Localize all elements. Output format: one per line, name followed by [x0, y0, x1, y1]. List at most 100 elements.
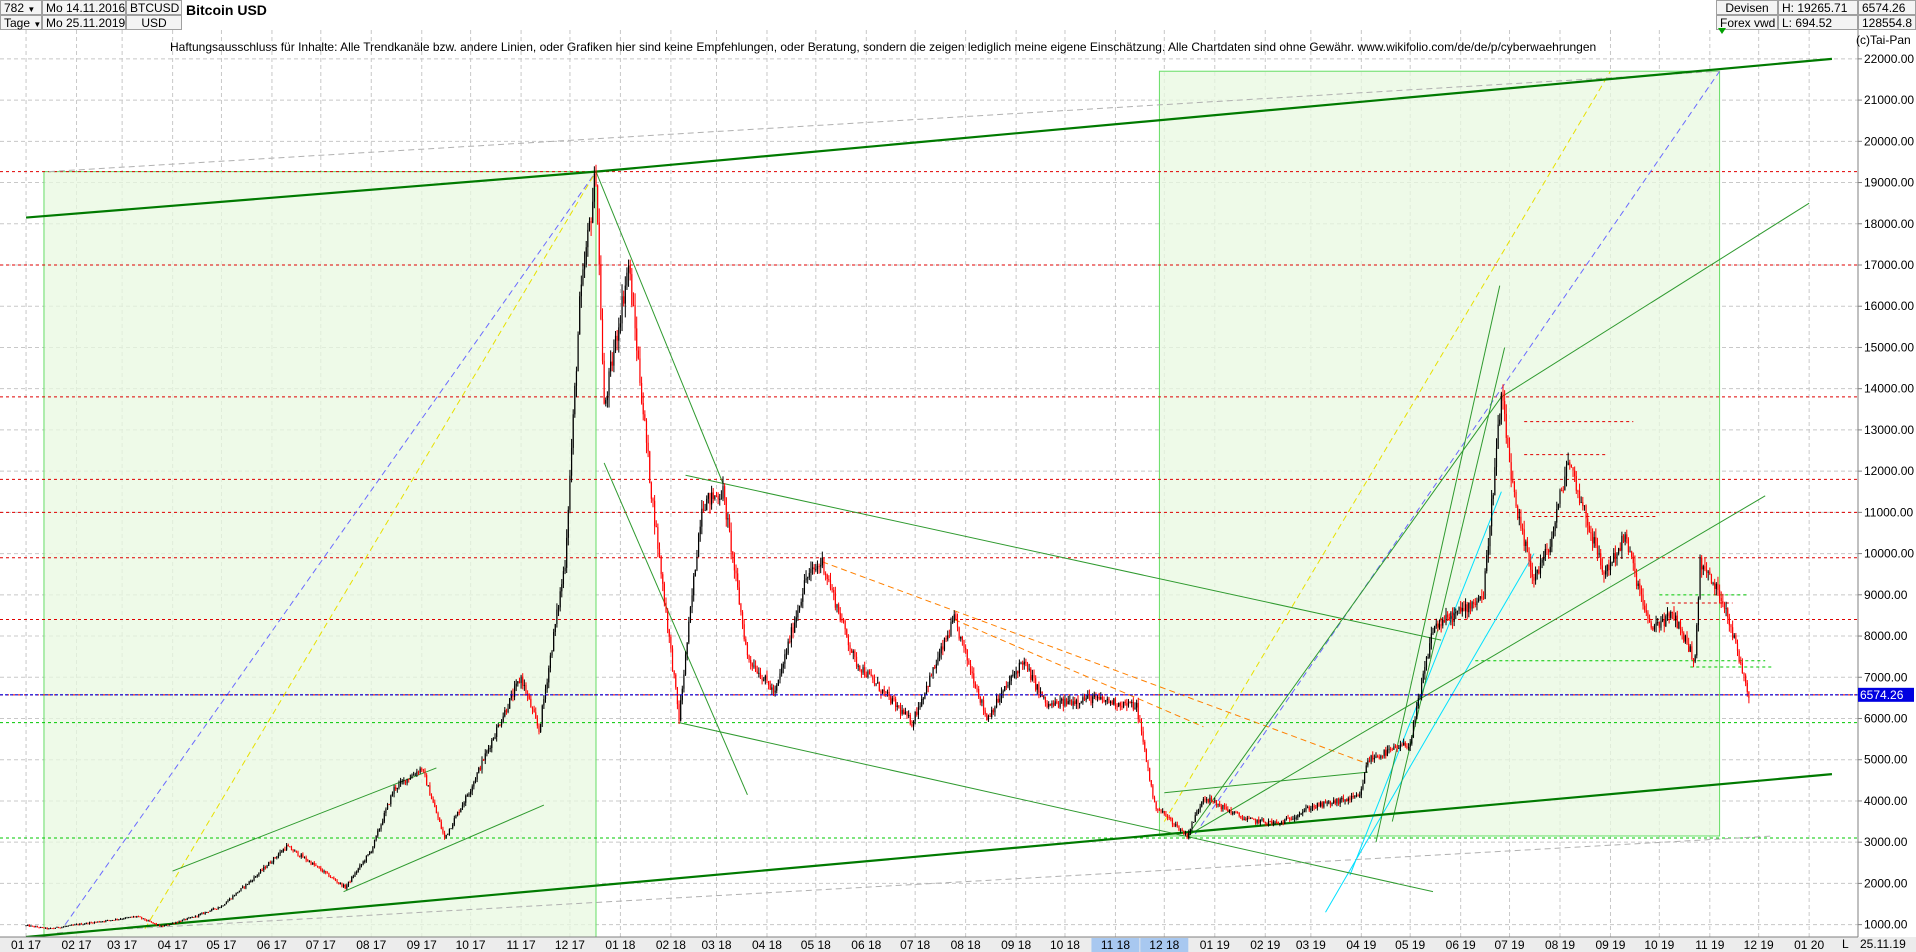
- candle-body: [40, 927, 42, 929]
- candle-body: [227, 900, 229, 903]
- candle-body: [766, 675, 768, 681]
- candle-body: [308, 861, 310, 863]
- candle-body: [1313, 805, 1315, 808]
- candle-body: [1518, 516, 1520, 519]
- candle-body: [1230, 809, 1232, 814]
- candle-body: [808, 572, 810, 578]
- candle-body: [1069, 700, 1071, 702]
- candle-body: [1010, 675, 1012, 682]
- candle-body: [1676, 615, 1678, 629]
- candle-body: [434, 802, 436, 807]
- candle-body: [1482, 598, 1485, 600]
- date-from-field[interactable]: Mo 14.11.2016: [42, 0, 126, 15]
- highlight-boxes: [43, 70, 1721, 938]
- period-count-select[interactable]: 782 ▼: [0, 0, 42, 15]
- candle-body: [737, 573, 739, 588]
- candle-body: [276, 856, 278, 858]
- candle-body: [204, 912, 206, 914]
- candle-body: [868, 671, 871, 675]
- candle-body: [1311, 805, 1314, 809]
- candle-body: [1504, 400, 1506, 414]
- candle-body: [95, 922, 97, 924]
- diagonal-guide-cyan: [1349, 491, 1502, 876]
- candle-body: [1429, 643, 1431, 657]
- candle-body: [409, 777, 411, 780]
- date-to-field[interactable]: Mo 25.11.2019: [42, 15, 126, 30]
- candle-body: [895, 698, 897, 707]
- candle-body: [1412, 722, 1415, 737]
- candle-body: [961, 636, 963, 640]
- candle-body: [1609, 562, 1612, 571]
- x-tick-label: 10 19: [1644, 938, 1674, 952]
- scale-toggle-button[interactable]: L: [1842, 937, 1849, 951]
- candle-body: [1370, 755, 1372, 762]
- x-tick-label: 08 18: [951, 938, 981, 952]
- candle-body: [1228, 809, 1231, 812]
- candle-body: [1149, 767, 1151, 781]
- candle-body: [981, 700, 983, 703]
- candle-body: [115, 919, 117, 921]
- candle-body: [297, 851, 299, 856]
- candle-body: [883, 689, 885, 692]
- candle-body: [712, 492, 714, 499]
- diagonal-guide-orange: [822, 561, 1369, 765]
- candle-body: [1712, 582, 1714, 584]
- candle-body: [536, 718, 538, 726]
- candle-body: [461, 805, 464, 809]
- candle-body: [1132, 701, 1134, 710]
- candle-body: [828, 578, 830, 581]
- candle-body: [642, 402, 644, 415]
- candle-body: [1056, 701, 1058, 703]
- candle-body: [453, 818, 455, 825]
- candle-body: [373, 839, 376, 847]
- candle-body: [1302, 811, 1304, 814]
- candle-body: [922, 698, 924, 700]
- candle-body: [1223, 804, 1226, 807]
- candle-body: [217, 907, 219, 909]
- candle-body: [1437, 623, 1439, 628]
- candle-body: [1219, 803, 1221, 807]
- candlestick-series: [25, 164, 1750, 930]
- candle-body: [1425, 656, 1428, 667]
- candle-body: [1715, 583, 1717, 589]
- candle-body: [650, 482, 652, 499]
- candle-body: [781, 667, 783, 674]
- candle-body: [968, 660, 970, 665]
- candle-body: [665, 602, 667, 613]
- candle-body: [74, 924, 76, 926]
- x-tick-label: 05 19: [1395, 938, 1425, 952]
- candle-body: [496, 727, 498, 738]
- candle-body: [862, 667, 864, 673]
- candle-body: [1049, 704, 1051, 706]
- candle-body: [611, 361, 613, 366]
- symbol-field[interactable]: BTCUSD: [126, 0, 182, 15]
- candle-body: [1520, 516, 1522, 529]
- y-tick-label: 17000.00: [1864, 258, 1914, 272]
- candle-body: [302, 854, 304, 858]
- candle-body: [1077, 699, 1079, 704]
- high-value: H: 19265.71: [1778, 0, 1858, 15]
- candle-body: [75, 924, 78, 926]
- candle-body: [816, 566, 819, 570]
- candle-body: [1248, 818, 1250, 820]
- candle-body: [686, 642, 688, 655]
- candle-body: [271, 862, 273, 864]
- period-unit-select[interactable]: Tage ▼: [0, 15, 42, 30]
- candle-body: [1308, 807, 1310, 811]
- candle-body: [1199, 806, 1201, 810]
- candle-body: [704, 510, 706, 512]
- candle-body: [1315, 807, 1317, 809]
- y-tick-label: 8000.00: [1864, 629, 1908, 643]
- candle-body: [924, 692, 926, 699]
- candle-body: [756, 671, 758, 673]
- candle-body: [1486, 555, 1488, 572]
- x-tick-label: 05 17: [206, 938, 236, 952]
- candle-body: [1209, 797, 1211, 802]
- candle-body: [917, 707, 920, 715]
- y-tick-label: 6000.00: [1864, 711, 1908, 725]
- candle-body: [1512, 480, 1514, 482]
- candle-body: [1730, 625, 1732, 628]
- candle-body: [785, 653, 788, 655]
- candle-body: [1725, 608, 1727, 610]
